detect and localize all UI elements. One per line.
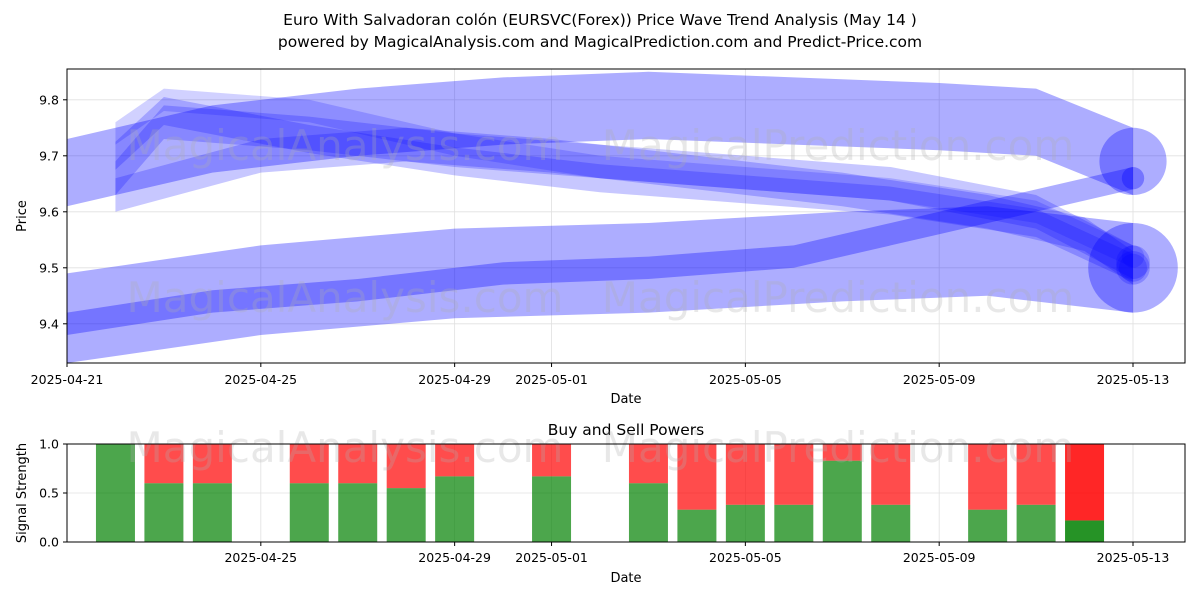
buy-power-bar <box>144 483 184 542</box>
price-wave-end-cap <box>1116 250 1150 285</box>
price-x-tick-label: 2025-05-09 <box>903 372 976 387</box>
sell-power-bar <box>144 444 184 484</box>
signal-y-tick-label: 0.5 <box>39 486 59 501</box>
sell-power-bar <box>338 444 378 484</box>
price-panel: MagicalAnalysis.com MagicalPrediction.co… <box>15 68 1186 407</box>
signal-x-tick-label: 2025-05-13 <box>1097 550 1170 565</box>
signal-panel: Buy and Sell Powers MagicalAnalysis.com … <box>15 421 1186 586</box>
price-x-tick-label: 2025-05-05 <box>709 372 782 387</box>
price-y-tick-label: 9.7 <box>39 148 59 163</box>
buy-power-bar <box>95 444 135 542</box>
price-x-tick-label: 2025-04-21 <box>31 372 104 387</box>
price-wave-band <box>115 127 1134 285</box>
buy-power-bar <box>1016 504 1056 542</box>
chart-title-line1: Euro With Salvadoran colón (EURSVC(Forex… <box>283 11 917 29</box>
price-wave-band <box>67 206 1133 363</box>
signal-x-tick-label: 2025-05-01 <box>515 550 588 565</box>
price-wave-end-cap <box>1099 127 1167 195</box>
price-grid <box>66 69 1185 363</box>
chart-title-line2: powered by MagicalAnalysis.com and Magic… <box>278 33 922 51</box>
buy-power-bar <box>338 483 378 542</box>
buy-power-bar <box>968 509 1008 542</box>
price-wave-band <box>67 71 1133 207</box>
buy-power-bar <box>677 509 717 542</box>
price-x-axis-title: Date <box>610 392 641 407</box>
sell-power-bar <box>774 444 814 505</box>
sell-power-bar <box>968 444 1008 510</box>
signal-ticks: 2025-04-25 2025-04-29 2025-05-01 2025-05-05… <box>39 437 1169 566</box>
buy-power-bar <box>725 504 765 542</box>
sell-power-bar <box>871 444 911 505</box>
price-y-tick-label: 9.6 <box>39 204 59 219</box>
price-wave-end-cap <box>1121 245 1145 268</box>
signal-x-axis-title: Date <box>610 571 641 586</box>
buy-power-bar <box>192 483 232 542</box>
price-x-tick-label: 2025-04-25 <box>224 372 297 387</box>
watermark-analysis-top: MagicalAnalysis.com <box>127 121 564 170</box>
buy-power-bar <box>871 504 911 542</box>
price-wave-end-cap <box>1121 167 1145 190</box>
signal-plot-frame <box>66 443 1186 543</box>
price-plot-area <box>67 69 1185 363</box>
price-wave-end-cap <box>1088 222 1178 313</box>
watermark-analysis-mid: MagicalAnalysis.com <box>127 273 564 322</box>
price-wave-band <box>115 88 1134 268</box>
price-x-tick-label: 2025-05-01 <box>515 372 588 387</box>
price-y-tick-label: 9.8 <box>39 92 59 107</box>
price-ticks: 2025-04-21 2025-04-25 2025-04-29 2025-05-01… <box>31 92 1170 387</box>
sell-power-bar <box>1065 444 1105 521</box>
price-x-tick-label: 2025-05-13 <box>1097 372 1170 387</box>
signal-y-tick-label: 0.0 <box>39 535 59 550</box>
signal-y-tick-label: 1.0 <box>39 437 59 452</box>
buy-power-bar <box>435 476 475 542</box>
sell-power-bar <box>289 444 329 484</box>
signal-bars <box>95 444 1105 542</box>
watermark-prediction-mid: MagicalPrediction.com <box>602 273 1075 322</box>
sell-power-bar <box>386 444 426 489</box>
price-x-tick-label: 2025-04-29 <box>418 372 491 387</box>
price-wave-band <box>115 97 1134 282</box>
price-plot-frame <box>66 68 1186 364</box>
price-wave-band <box>67 167 1133 335</box>
buy-power-bar <box>774 504 814 542</box>
signal-x-tick-label: 2025-05-09 <box>903 550 976 565</box>
signal-x-tick-label: 2025-04-25 <box>224 550 297 565</box>
price-waves <box>67 71 1178 363</box>
price-wave-end-cap <box>1119 253 1147 282</box>
sell-power-bar <box>628 444 668 484</box>
watermark-analysis-bottom: MagicalAnalysis.com <box>127 423 564 472</box>
sell-power-bar <box>822 444 862 461</box>
signal-x-tick-label: 2025-05-05 <box>709 550 782 565</box>
price-wave-band <box>115 105 1134 280</box>
buy-power-bar <box>822 460 862 542</box>
sell-power-bar <box>532 444 572 477</box>
buy-power-bar <box>1065 520 1105 542</box>
buy-power-bar <box>532 476 572 542</box>
signal-x-tick-label: 2025-04-29 <box>418 550 491 565</box>
sell-power-bar <box>1016 444 1056 505</box>
signal-chart-title: Buy and Sell Powers <box>548 421 705 439</box>
sell-power-bar <box>435 444 475 477</box>
buy-power-bar <box>289 483 329 542</box>
sell-power-bar <box>725 444 765 505</box>
price-y-tick-label: 9.4 <box>39 316 59 331</box>
price-wave-end-cap <box>1116 245 1150 279</box>
watermark-prediction-top: MagicalPrediction.com <box>602 121 1075 170</box>
signal-y-axis-title: Signal Strength <box>15 443 30 543</box>
sell-power-bar <box>677 444 717 510</box>
price-y-axis-title: Price <box>15 200 30 232</box>
price-y-tick-label: 9.5 <box>39 260 59 275</box>
sell-power-bar <box>192 444 232 484</box>
buy-power-bar <box>386 488 426 542</box>
buy-power-bar <box>628 483 668 542</box>
watermark-prediction-bottom: MagicalPrediction.com <box>602 423 1075 472</box>
